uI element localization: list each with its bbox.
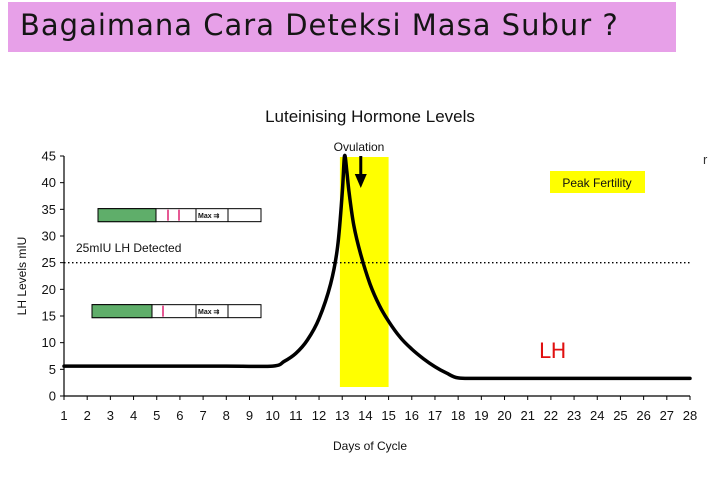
y-tick-label: 45	[42, 149, 56, 164]
y-tick-label: 10	[42, 335, 56, 350]
x-tick-label: 1	[60, 408, 67, 423]
threshold-label: 25mIU LH Detected	[76, 241, 181, 255]
ovulation-arrow-head	[354, 174, 367, 188]
peak-fertility-label: Peak Fertility	[562, 176, 631, 190]
x-tick-label: 10	[265, 408, 279, 423]
chart-title: Luteinising Hormone Levels	[265, 107, 475, 126]
x-tick-label: 9	[246, 408, 253, 423]
lh-curve	[62, 153, 692, 381]
x-tick-label: 14	[358, 408, 372, 423]
x-tick-label: 23	[567, 408, 581, 423]
y-tick-label: 5	[49, 362, 56, 377]
x-tick-label: 16	[405, 408, 419, 423]
stray-mark: r	[703, 152, 708, 167]
y-tick-label: 30	[42, 229, 56, 244]
x-tick-label: 24	[590, 408, 604, 423]
x-tick-label: 28	[683, 408, 697, 423]
x-tick-label: 6	[176, 408, 183, 423]
x-tick-label: 18	[451, 408, 465, 423]
x-tick-label: 5	[153, 408, 160, 423]
x-tick-label: 22	[544, 408, 558, 423]
y-tick-label: 15	[42, 309, 56, 324]
x-tick-label: 4	[130, 408, 137, 423]
test-strip-max-label: Max ⇉	[198, 309, 220, 316]
y-tick-label: 25	[42, 255, 56, 270]
x-tick-label: 2	[84, 408, 91, 423]
y-tick-label: 40	[42, 175, 56, 190]
x-tick-label: 27	[660, 408, 674, 423]
x-tick-label: 17	[428, 408, 442, 423]
x-axis-title: Days of Cycle	[333, 439, 407, 453]
x-tick-label: 15	[381, 408, 395, 423]
x-tick-label: 21	[520, 408, 534, 423]
ovulation-label: Ovulation	[334, 140, 385, 154]
test-strip-max-label: Max ⇉	[198, 213, 220, 220]
lh-handwritten-label: LH	[539, 339, 567, 363]
x-tick-label: 8	[223, 408, 230, 423]
x-tick-label: 11	[289, 408, 303, 423]
y-tick-label: 0	[49, 389, 56, 404]
y-tick-label: 35	[42, 202, 56, 217]
x-tick-label: 19	[474, 408, 488, 423]
title-banner: Bagaimana Cara Deteksi Masa Subur ?	[8, 2, 676, 52]
x-tick-label: 7	[199, 408, 206, 423]
x-tick-label: 20	[497, 408, 511, 423]
banner-title: Bagaimana Cara Deteksi Masa Subur ?	[20, 8, 619, 42]
x-tick-label: 12	[312, 408, 326, 423]
x-tick-label: 13	[335, 408, 349, 423]
peak-fertility-box	[550, 171, 645, 193]
x-tick-label: 3	[107, 408, 114, 423]
x-tick-label: 25	[613, 408, 627, 423]
y-tick-label: 20	[42, 282, 56, 297]
x-tick-label: 26	[636, 408, 650, 423]
test-strip-absorbent	[97, 208, 157, 223]
y-axis-title: LH Levels mIU	[15, 237, 29, 316]
test-strip-absorbent	[91, 304, 153, 319]
